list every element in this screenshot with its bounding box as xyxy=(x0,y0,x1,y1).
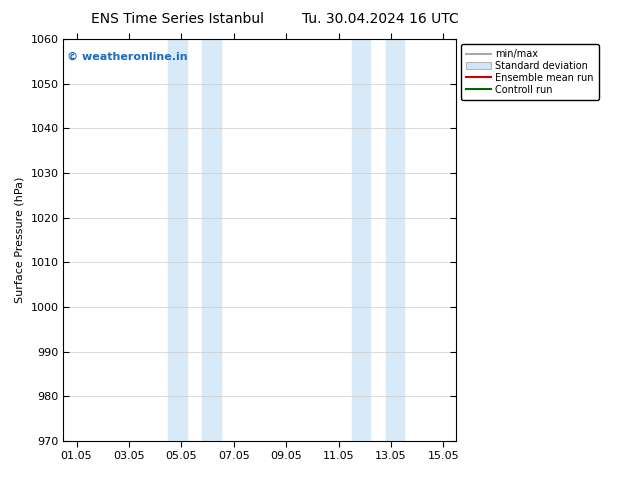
Bar xyxy=(168,39,186,441)
Bar xyxy=(385,39,404,441)
Text: ENS Time Series Istanbul: ENS Time Series Istanbul xyxy=(91,12,264,26)
Y-axis label: Surface Pressure (hPa): Surface Pressure (hPa) xyxy=(15,177,25,303)
Text: © weatheronline.in: © weatheronline.in xyxy=(67,51,188,61)
Legend: min/max, Standard deviation, Ensemble mean run, Controll run: min/max, Standard deviation, Ensemble me… xyxy=(462,44,598,99)
Bar xyxy=(352,39,370,441)
Text: Tu. 30.04.2024 16 UTC: Tu. 30.04.2024 16 UTC xyxy=(302,12,459,26)
Bar xyxy=(202,39,221,441)
